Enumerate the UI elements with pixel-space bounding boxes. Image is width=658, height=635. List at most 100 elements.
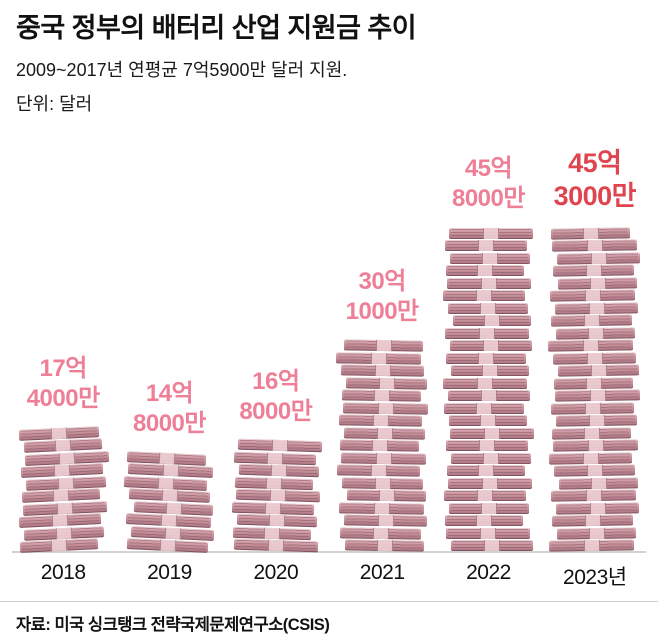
money-bundle-icon <box>341 476 423 490</box>
header: 중국 정부의 배터리 산업 지원금 추이 2009~2017년 연평균 7억59… <box>0 0 658 116</box>
unit-label: 단위: 달러 <box>16 94 93 115</box>
money-bundle-icon <box>451 540 534 551</box>
money-bundle-icon <box>551 401 635 415</box>
chart-column: 45억 8000만 <box>435 154 541 551</box>
money-bundle-icon <box>554 376 634 390</box>
money-bundle-icon <box>552 239 638 252</box>
money-stack <box>18 425 110 553</box>
chart-subtitle: 2009~2017년 연평균 7억5900만 달러 지원. <box>16 60 348 81</box>
money-bundle-icon <box>446 440 529 451</box>
money-stack <box>335 339 428 552</box>
money-bundle-icon <box>235 488 320 503</box>
money-bundle-icon <box>445 240 528 251</box>
chart-column: 14억 8000만 <box>116 379 222 553</box>
value-label: 14억 8000만 <box>133 380 206 437</box>
money-bundle-icon <box>447 277 532 289</box>
year-labels: 2018 2019 2020 2021 2022 2023년 <box>0 561 658 591</box>
money-bundle-icon <box>445 327 530 339</box>
money-bundle-icon <box>448 390 531 401</box>
value-label: 16억 8000만 <box>239 367 313 425</box>
money-bundle-icon <box>446 352 527 364</box>
value-label: 45억 8000만 <box>451 155 525 212</box>
money-bundle-icon <box>551 314 633 327</box>
money-bundle-icon <box>556 326 636 340</box>
money-bundle-icon <box>444 490 527 501</box>
money-bundle-icon <box>448 477 533 489</box>
money-bundle-icon <box>556 414 638 427</box>
year-label: 2022 <box>466 561 511 584</box>
money-bundle-icon <box>344 539 424 552</box>
money-bundle-icon <box>342 401 428 415</box>
money-bundle-icon <box>559 476 639 490</box>
footer: 자료: 미국 싱크탱크 전략국제문제연구소(CSIS) <box>0 602 658 635</box>
source-text: 자료: 미국 싱크탱크 전략국제문제연구소(CSIS) <box>16 616 330 634</box>
money-stack <box>548 226 641 552</box>
money-bundle-icon <box>231 501 314 515</box>
year-label: 2023년 <box>563 566 627 589</box>
year-label: 2021 <box>359 561 405 584</box>
footer-divider <box>0 601 658 602</box>
money-bundle-icon <box>234 476 313 490</box>
value-label: 30억 1000만 <box>345 267 419 325</box>
money-bundle-icon <box>443 290 526 301</box>
money-bundle-icon <box>553 264 635 277</box>
money-bundle-icon <box>556 501 640 515</box>
year-label: 2018 <box>40 561 86 584</box>
money-bundle-icon <box>449 415 528 426</box>
chart-column: 45억 3000만 <box>542 147 648 552</box>
money-bundle-icon <box>557 526 637 540</box>
money-bundle-icon <box>549 539 635 552</box>
money-bundle-icon <box>552 426 632 440</box>
value-label: 45억 3000만 <box>553 147 637 212</box>
money-bundle-icon <box>450 252 531 264</box>
money-bundle-icon <box>553 439 639 452</box>
money-bundle-icon <box>340 364 424 377</box>
money-bundle-icon <box>343 426 425 440</box>
money-bundle-icon <box>343 339 423 352</box>
money-bundle-icon <box>447 465 526 476</box>
money-bundle-icon <box>451 452 532 464</box>
money-bundle-icon <box>443 377 528 389</box>
money-stack <box>443 226 535 551</box>
money-bundle-icon <box>345 376 427 390</box>
money-bundle-icon <box>340 451 426 465</box>
money-bundle-icon <box>555 389 641 402</box>
chart-columns: 17억 4000만 14억 8000만 16억 8000만 30억 1000만 45억 8000만… <box>0 116 658 553</box>
value-label: 17억 4000만 <box>26 355 100 412</box>
chart-column: 17억 4000만 <box>10 354 116 553</box>
money-bundle-icon <box>341 389 421 402</box>
money-bundle-icon <box>446 527 531 539</box>
money-bundle-icon <box>233 451 316 465</box>
year-label: 2020 <box>253 561 299 584</box>
money-bundle-icon <box>237 438 322 453</box>
money-bundle-icon <box>451 365 530 376</box>
money-bundle-icon <box>335 351 421 365</box>
money-bundle-icon <box>236 513 317 528</box>
money-bundle-icon <box>548 339 634 352</box>
money-bundle-icon <box>453 315 532 326</box>
money-bundle-icon <box>336 464 420 477</box>
money-bundle-icon <box>339 526 421 540</box>
money-stack <box>231 438 322 553</box>
chart-column: 16억 8000만 <box>223 367 329 553</box>
money-bundle-icon <box>339 439 419 452</box>
money-bundle-icon <box>551 226 631 240</box>
money-bundle-icon <box>558 276 638 290</box>
money-bundle-icon <box>445 515 524 526</box>
money-bundle-icon <box>338 414 422 427</box>
money-bundle-icon <box>554 464 636 477</box>
chart-baseline <box>12 551 646 553</box>
money-bundle-icon <box>346 489 426 502</box>
money-bundle-icon <box>450 340 533 351</box>
money-bundle-icon <box>551 489 637 502</box>
money-bundle-icon <box>238 463 319 478</box>
money-stack <box>123 450 215 553</box>
money-bundle-icon <box>552 514 634 527</box>
money-bundle-icon <box>338 501 424 515</box>
money-bundle-icon <box>557 251 641 265</box>
money-bundle-icon <box>558 364 640 377</box>
money-bundle-icon <box>343 514 427 527</box>
page-title: 중국 정부의 배터리 산업 지원금 추이 <box>16 13 417 43</box>
money-bundle-icon <box>444 402 525 414</box>
